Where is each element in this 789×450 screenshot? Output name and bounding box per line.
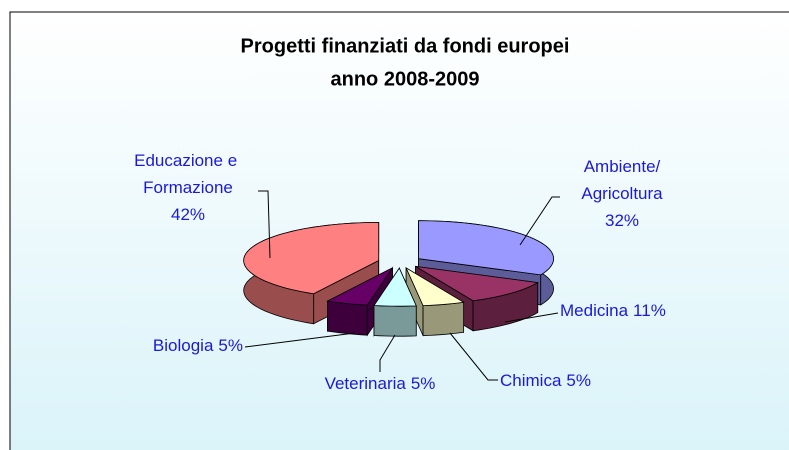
category-label: Medicina xyxy=(560,301,629,320)
data-label: Veterinaria 5% xyxy=(325,374,436,393)
slice-top xyxy=(243,222,380,295)
category-label: Educazione e Formazione xyxy=(134,151,242,197)
value-label: 5% xyxy=(566,371,591,390)
slice-wall xyxy=(373,305,417,337)
label-line: Formazione xyxy=(143,178,233,197)
data-label: Medicina 11% xyxy=(560,301,666,320)
chart-title: Progetti finanziati da fondi europei xyxy=(241,35,570,57)
label-line: Ambiente/ xyxy=(584,157,661,176)
data-label: Ambiente/Agricoltura 32% xyxy=(581,157,663,230)
category-label: Biologia xyxy=(153,336,214,355)
value-label: 5% xyxy=(411,374,436,393)
value-label: 32% xyxy=(605,211,639,230)
value-label: 5% xyxy=(218,336,243,355)
slice-wall xyxy=(327,300,368,336)
chart-frame xyxy=(9,11,789,450)
slice-top xyxy=(326,267,393,306)
slice-top xyxy=(373,267,417,307)
data-label: Educazione e Formazione 42% xyxy=(134,151,242,224)
slice-wall xyxy=(422,301,465,337)
slice xyxy=(373,266,417,337)
data-label: Chimica 5% xyxy=(500,371,591,390)
leader-line xyxy=(504,312,559,323)
leader-line xyxy=(258,190,271,259)
labels: Ambiente/Agricoltura 32% Medicina 11% Chimic… xyxy=(134,151,666,393)
chart-subtitle: anno 2008-2009 xyxy=(331,68,480,90)
category-label: Chimica xyxy=(500,371,562,390)
slice-top xyxy=(418,220,554,276)
label-line: Educazione e xyxy=(134,151,242,170)
value-label: 11% xyxy=(633,301,666,320)
category-label: Ambiente/Agricoltura xyxy=(581,157,663,203)
leader-line xyxy=(379,334,396,372)
value-label: 42% xyxy=(171,205,205,224)
label-line: Agricoltura xyxy=(581,184,663,203)
leader-line xyxy=(449,332,498,381)
leader-line xyxy=(244,332,356,348)
data-label: Biologia 5% xyxy=(153,336,243,355)
slice-top xyxy=(405,266,465,307)
leader-line xyxy=(519,196,560,246)
category-label: Veterinaria xyxy=(325,374,407,393)
pie xyxy=(243,220,554,337)
slice-top xyxy=(415,265,539,302)
